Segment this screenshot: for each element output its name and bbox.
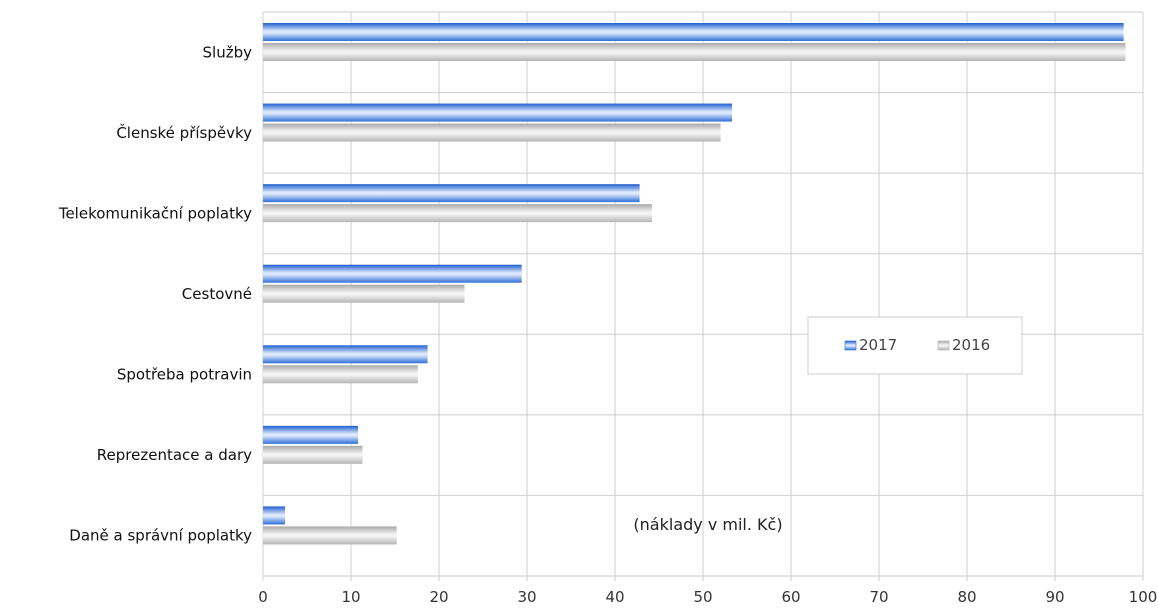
legend: 2017 2016: [807, 316, 1023, 375]
category-label: Spotřeba potravin: [117, 366, 252, 384]
bars: [263, 23, 1126, 545]
x-tick-label: 20: [429, 588, 448, 606]
bar-2016-2: [263, 204, 652, 223]
legend-label-2016: 2016: [952, 336, 990, 354]
annotation: (náklady v mil. Kč): [633, 515, 782, 534]
bar-2016-6: [263, 526, 397, 545]
category-label: Telekomunikační poplatky: [58, 204, 252, 222]
bar-2017-3: [263, 264, 522, 283]
bar-2016-4: [263, 365, 418, 384]
legend-swatch-2016: [937, 340, 950, 351]
category-label: Reprezentace a dary: [97, 446, 252, 464]
bar-2017-2: [263, 184, 640, 203]
bar-2016-1: [263, 123, 721, 142]
legend-label-2017: 2017: [859, 336, 897, 354]
bar-2017-1: [263, 103, 733, 122]
legend-swatch-2017: [844, 340, 857, 351]
x-tick-label: 100: [1129, 588, 1158, 606]
x-tick-label: 70: [869, 588, 888, 606]
x-tick-label: 60: [781, 588, 800, 606]
x-tick-label: 90: [1045, 588, 1064, 606]
x-tick-label: 50: [693, 588, 712, 606]
category-label: Služby: [203, 43, 253, 61]
legend-box: [807, 316, 1023, 375]
bar-2016-5: [263, 445, 363, 464]
x-axis-tick-labels: 0 10 20 30 40 50 60 70 80 90 100: [258, 588, 1157, 606]
bar-2017-0: [263, 23, 1124, 41]
x-tick-label: 0: [258, 588, 268, 606]
x-tick-label: 10: [341, 588, 360, 606]
units-annotation: (náklady v mil. Kč): [633, 515, 782, 534]
category-labels: Služby Členské příspěvky Telekomunikační p…: [58, 43, 252, 544]
bar-2016-0: [263, 43, 1126, 61]
x-tick-label: 80: [957, 588, 976, 606]
x-tick-label: 40: [605, 588, 624, 606]
bar-2017-5: [263, 425, 359, 444]
category-label: Cestovné: [182, 285, 252, 303]
bar-2017-6: [263, 506, 285, 525]
bar-2016-3: [263, 284, 465, 303]
category-label: Daně a správní poplatky: [69, 527, 252, 545]
bar-2017-4: [263, 345, 428, 364]
x-tick-label: 30: [517, 588, 536, 606]
category-label: Členské příspěvky: [116, 123, 252, 142]
